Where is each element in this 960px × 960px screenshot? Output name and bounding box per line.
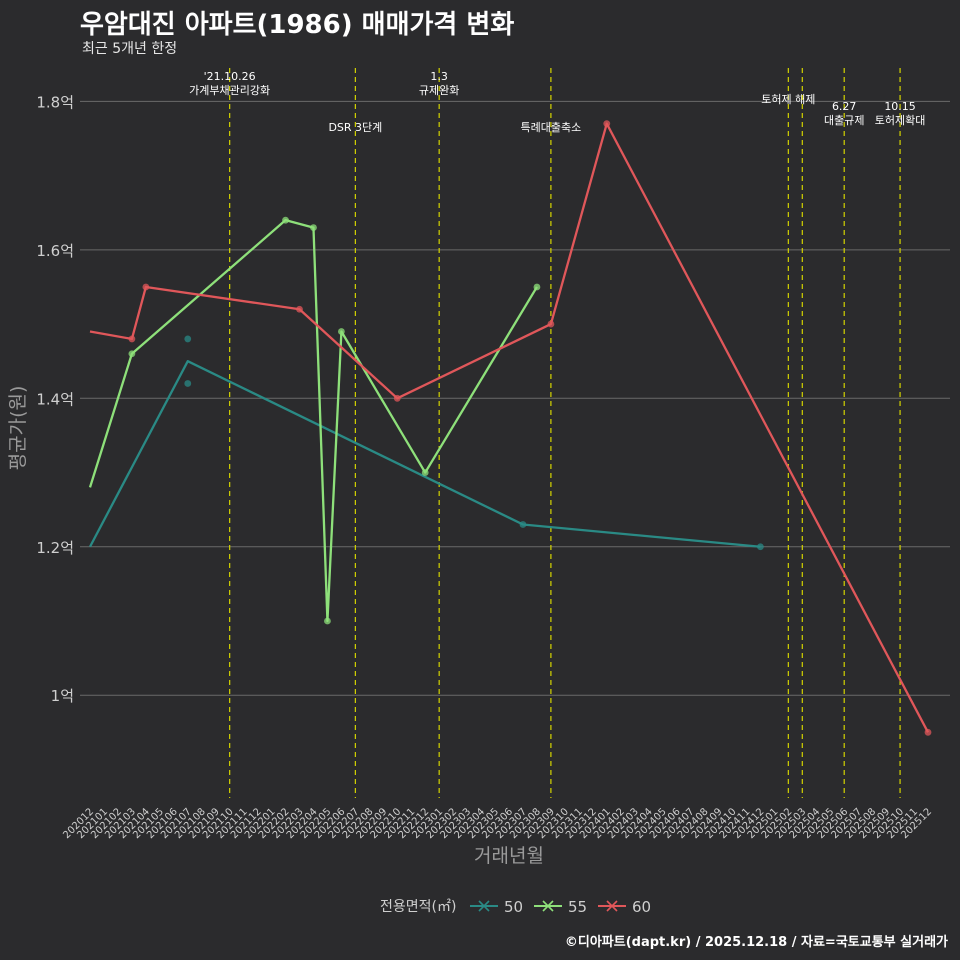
series-55-point [282,216,289,224]
series-layer [88,120,932,736]
event-label: 토허제확대 [875,114,926,127]
event-label: 1.3 [430,70,448,83]
legend-key-cross [542,900,554,912]
legend-key-cross [478,900,490,912]
series-50-point [184,380,192,387]
series-60-point [603,120,611,128]
y-tick-label: 1억 [51,687,74,705]
event-label: 6.27 [832,100,857,113]
event-label: DSR 3단계 [328,121,382,134]
event-label: 토허제 해제 [761,92,815,106]
series-60-point [128,335,136,343]
event-label: '21.10.26 [204,70,256,83]
series-60-point [393,394,401,402]
legend-label-55: 55 [568,898,587,916]
series-55-point [324,617,331,625]
event-label: 10.15 [884,100,916,113]
series-50-point [519,521,527,528]
series-60-point [924,728,932,736]
series-60-line [89,122,930,733]
series-55-point [338,328,345,335]
event-label: 가계부채관리강화 [189,84,270,97]
y-tick-label: 1.2억 [36,539,74,557]
x-axis-title: 거래년월 [474,845,544,867]
y-axis-title: 평균가(원) [7,386,29,471]
legend-key-cross [606,900,618,912]
legend-title: 전용면적(㎡) [380,899,456,915]
series-55-point [310,224,317,231]
legend-label-50: 50 [504,898,523,916]
legend-label-60: 60 [632,898,651,916]
series-60-point [547,320,555,328]
series-60-point [142,283,150,291]
y-tick-label: 1.8억 [36,93,74,111]
event-label: 대출규제 [824,114,864,127]
series-60-point [296,305,303,313]
chart-subtitle: 최근 5개년 한정 [82,41,178,57]
grid-lines [80,100,950,696]
series-50-point [757,543,764,551]
series-55-point [533,283,541,291]
y-tick-label: 1.6억 [36,242,74,260]
series-55-point [421,469,429,476]
series-55-point [128,350,136,358]
series-50-point [184,335,192,343]
source-caption: ©디아파트(dapt.kr) / 2025.12.18 / 자료=국토교통부 실… [564,935,948,950]
series-50-line [88,360,761,548]
event-label: 특례대출축소 [521,121,582,134]
event-label: 규제완화 [419,84,459,97]
series-55-line [88,219,538,623]
legend: 전용면적(㎡) 50 55 60 [380,898,651,916]
chart-title: 우암대진 아파트(1986) 매매가격 변화 [80,10,515,40]
y-tick-label: 1.4억 [36,390,74,408]
